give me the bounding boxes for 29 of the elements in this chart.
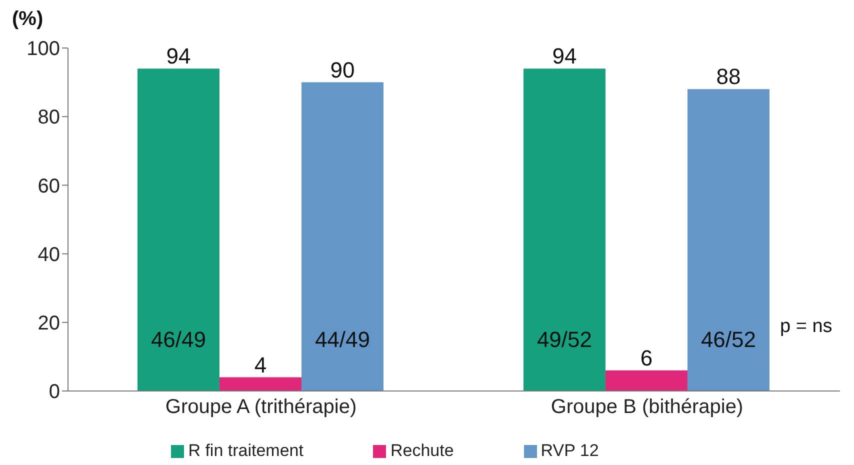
- legend-label: R fin traitement: [188, 441, 304, 460]
- bar: [523, 68, 606, 391]
- bar: [301, 82, 384, 391]
- annotation: 49/52: [536, 327, 592, 352]
- y-tick-label: 60: [38, 175, 60, 198]
- bar: [219, 377, 302, 391]
- legend-label: RVP 12: [540, 441, 599, 460]
- legend-label: Rechute: [390, 441, 454, 460]
- y-tick-label: 80: [38, 106, 60, 129]
- bar: [687, 89, 770, 391]
- data-label: 88: [716, 64, 741, 90]
- bar: [137, 68, 220, 391]
- y-tick-label: 100: [26, 38, 60, 60]
- data-label: 4: [254, 352, 267, 378]
- x-tick-label: Groupe A (trithérapie): [165, 396, 357, 418]
- data-label: 90: [330, 57, 355, 82]
- annotation: 46/52: [700, 327, 756, 352]
- bar: [605, 370, 688, 391]
- data-label: 94: [552, 44, 577, 69]
- annotation: 46/49: [150, 327, 206, 352]
- annotation: 44/49: [314, 327, 370, 352]
- x-tick-label: Groupe B (bithérapie): [550, 396, 744, 418]
- annotation: p = ns: [780, 316, 832, 338]
- y-tick-label: 20: [38, 312, 60, 334]
- y-tick-label: 40: [38, 244, 60, 266]
- data-label: 94: [166, 44, 191, 69]
- y-tick-label: 0: [48, 381, 60, 404]
- data-label: 6: [640, 345, 653, 370]
- y-axis-title: (%): [12, 8, 44, 31]
